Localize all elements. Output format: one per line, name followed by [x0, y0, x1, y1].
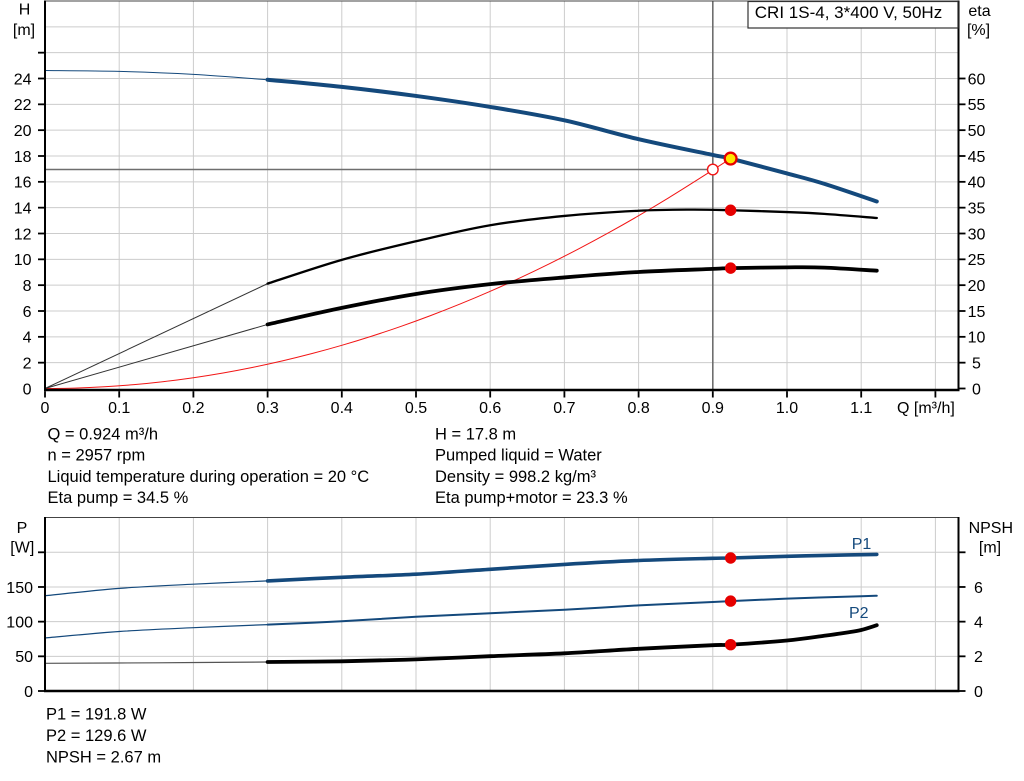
svg-text:35: 35 — [968, 200, 986, 217]
svg-text:0: 0 — [974, 684, 983, 701]
svg-text:[m]: [m] — [979, 540, 1001, 557]
svg-text:0.3: 0.3 — [256, 400, 278, 417]
svg-text:NPSH = 2.67 m: NPSH = 2.67 m — [46, 749, 161, 767]
svg-text:40: 40 — [968, 175, 986, 192]
svg-text:P2: P2 — [849, 605, 869, 622]
svg-text:22: 22 — [14, 97, 32, 114]
svg-text:25: 25 — [968, 252, 986, 269]
svg-text:6: 6 — [974, 580, 983, 597]
svg-text:CRI 1S-4, 3*400 V, 50Hz: CRI 1S-4, 3*400 V, 50Hz — [755, 3, 942, 22]
svg-text:16: 16 — [14, 175, 32, 192]
svg-text:2: 2 — [23, 355, 32, 372]
svg-text:4: 4 — [974, 614, 983, 631]
svg-text:2: 2 — [974, 649, 983, 666]
svg-text:12: 12 — [14, 226, 32, 243]
svg-text:55: 55 — [968, 97, 986, 114]
svg-text:Pumped liquid = Water: Pumped liquid = Water — [435, 447, 602, 465]
svg-text:H: H — [19, 2, 31, 19]
svg-text:[W]: [W] — [10, 540, 34, 557]
svg-text:20: 20 — [14, 123, 32, 140]
svg-text:0.1: 0.1 — [108, 400, 130, 417]
svg-text:eta: eta — [968, 3, 990, 20]
svg-text:0.6: 0.6 — [479, 400, 501, 417]
svg-text:Q [m³/h]: Q [m³/h] — [897, 400, 955, 417]
svg-text:0.5: 0.5 — [405, 400, 427, 417]
svg-text:Eta pump+motor = 23.3 %: Eta pump+motor = 23.3 % — [435, 489, 628, 507]
svg-text:0: 0 — [23, 381, 32, 398]
svg-text:8: 8 — [23, 278, 32, 295]
svg-text:50: 50 — [968, 123, 986, 140]
svg-text:45: 45 — [968, 149, 986, 166]
svg-text:0.9: 0.9 — [702, 400, 724, 417]
svg-text:6: 6 — [23, 304, 32, 321]
svg-text:30: 30 — [968, 226, 986, 243]
svg-text:4: 4 — [23, 330, 32, 347]
svg-text:15: 15 — [968, 304, 986, 321]
svg-text:0: 0 — [24, 684, 33, 701]
svg-text:50: 50 — [15, 649, 33, 666]
svg-text:H = 17.8 m: H = 17.8 m — [435, 426, 516, 444]
svg-text:20: 20 — [968, 278, 986, 295]
svg-text:NPSH: NPSH — [969, 520, 1013, 537]
svg-text:P1: P1 — [852, 536, 872, 553]
svg-text:Q = 0.924 m³/h: Q = 0.924 m³/h — [48, 426, 159, 444]
svg-text:0: 0 — [972, 381, 981, 398]
svg-text:Eta pump = 34.5 %: Eta pump = 34.5 % — [48, 489, 189, 507]
svg-text:[m]: [m] — [13, 22, 35, 39]
svg-text:10: 10 — [968, 330, 986, 347]
svg-text:10: 10 — [14, 252, 32, 269]
svg-text:1.1: 1.1 — [850, 400, 872, 417]
svg-text:0.2: 0.2 — [182, 400, 204, 417]
svg-text:14: 14 — [14, 200, 32, 217]
svg-text:1.0: 1.0 — [776, 400, 798, 417]
svg-text:P1 = 191.8 W: P1 = 191.8 W — [46, 705, 147, 723]
svg-text:[%]: [%] — [967, 22, 990, 39]
svg-text:18: 18 — [14, 149, 32, 166]
svg-text:0.4: 0.4 — [331, 400, 353, 417]
svg-text:150: 150 — [6, 580, 33, 597]
svg-text:n = 2957 rpm: n = 2957 rpm — [48, 447, 146, 465]
svg-text:100: 100 — [6, 614, 33, 631]
svg-text:P: P — [17, 520, 28, 537]
svg-text:Liquid temperature during oper: Liquid temperature during operation = 20… — [48, 468, 370, 486]
svg-text:Density = 998.2 kg/m³: Density = 998.2 kg/m³ — [435, 468, 596, 486]
svg-text:0.7: 0.7 — [553, 400, 575, 417]
svg-text:0: 0 — [41, 400, 50, 417]
svg-text:0.8: 0.8 — [627, 400, 649, 417]
svg-text:P2 = 129.6 W: P2 = 129.6 W — [46, 727, 147, 745]
svg-text:60: 60 — [968, 71, 986, 88]
svg-text:5: 5 — [972, 355, 981, 372]
svg-text:24: 24 — [14, 71, 32, 88]
